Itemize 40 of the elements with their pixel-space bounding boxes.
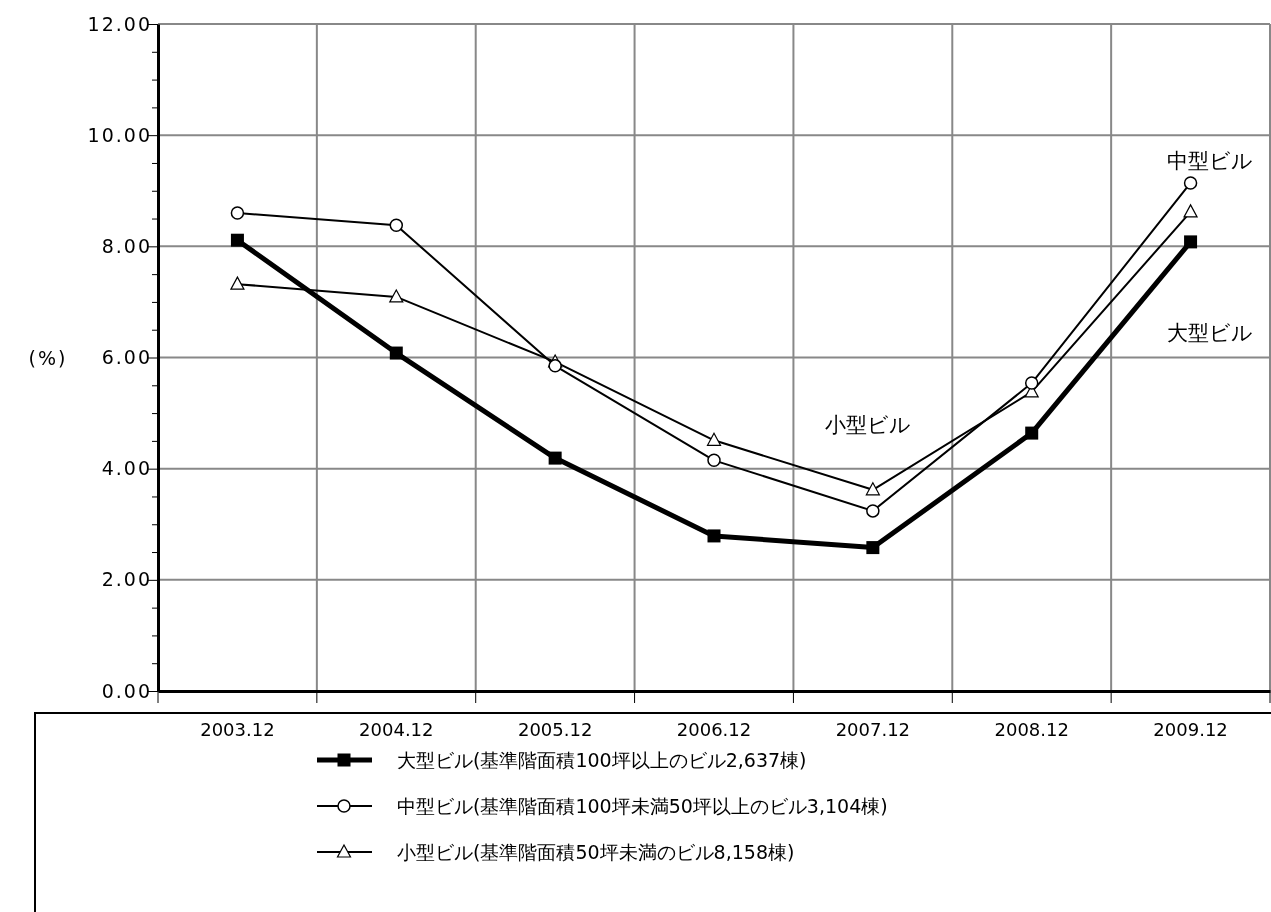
x-tick-label: 2004.12 <box>359 718 434 740</box>
legend-label: 中型ビル(基準階面積100坪未満50坪以上のビル3,104棟) <box>397 795 888 817</box>
point <box>1024 376 1039 390</box>
point <box>866 541 880 555</box>
y-tick-label: 2.00 <box>101 568 152 591</box>
point <box>230 206 245 220</box>
point <box>548 359 562 373</box>
x-tick-label: 2006.12 <box>676 718 752 740</box>
point <box>230 276 245 290</box>
point <box>1025 426 1039 440</box>
point <box>706 432 722 446</box>
legend-label: 小型ビル(基準階面積50坪未満のビル8,158棟) <box>397 841 795 863</box>
point <box>389 346 403 360</box>
x-tick-label: 2007.12 <box>835 718 911 740</box>
annotation: 中型ビル <box>1167 149 1253 173</box>
y-tick-label: 0.00 <box>101 679 152 702</box>
point <box>866 504 880 518</box>
y-tick-label: 10.00 <box>87 123 152 146</box>
annotation: 大型ビル <box>1167 321 1253 345</box>
point <box>230 233 244 247</box>
point <box>1183 204 1198 218</box>
y-tick-label: 8.00 <box>101 234 152 257</box>
point <box>1183 176 1198 190</box>
point <box>707 453 721 468</box>
point <box>389 289 404 303</box>
point <box>707 529 721 543</box>
y-tick-label: 6.00 <box>101 346 152 369</box>
y-tick-label: 4.00 <box>101 457 152 480</box>
x-tick-label: 2008.12 <box>994 718 1069 740</box>
annotation: 小型ビル <box>825 413 911 437</box>
y-axis-title: (%) <box>28 346 68 369</box>
point <box>389 218 404 232</box>
point <box>865 482 880 496</box>
x-tick-label: 2005.12 <box>517 718 593 740</box>
x-tick-label: 2009.12 <box>1153 718 1228 740</box>
x-tick-label: 2003.12 <box>200 718 275 740</box>
legend-label: 大型ビル(基準階面積100坪以上のビル2,637棟) <box>397 749 807 771</box>
y-tick-label: 12.00 <box>87 12 152 35</box>
point <box>548 451 562 465</box>
point <box>1184 235 1198 249</box>
